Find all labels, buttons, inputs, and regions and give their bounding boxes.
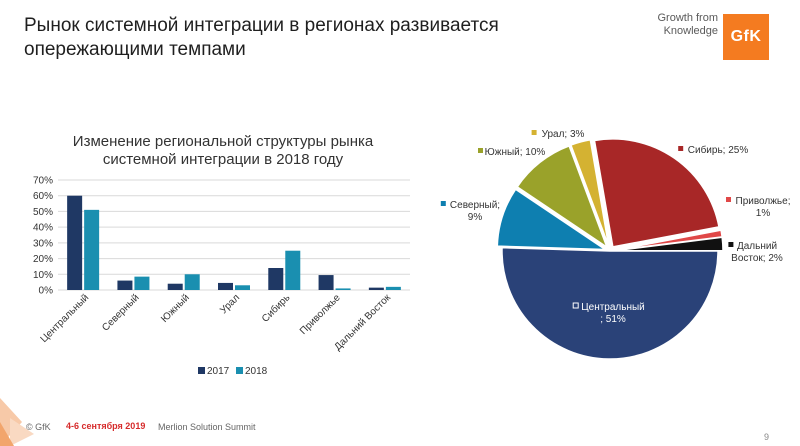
x-tick-label: Урал bbox=[218, 292, 242, 316]
y-tick-label: 60% bbox=[33, 191, 53, 202]
footer-event: Merlion Solution Summit bbox=[158, 422, 256, 432]
pie-label: Сибирь; 25% bbox=[688, 144, 749, 156]
pie-label-line: Центральный bbox=[581, 302, 645, 313]
pie-label: Южный; 10% bbox=[485, 147, 546, 158]
pie-label-group: Центральный; 51% bbox=[572, 302, 645, 325]
footer-date: 4-6 сентября 2019 bbox=[66, 421, 146, 431]
pie-label-group: Южный; 10% bbox=[478, 147, 545, 158]
page-number: 9 bbox=[764, 432, 770, 442]
x-tick-label: Приволжье bbox=[298, 292, 343, 337]
corner-decoration bbox=[0, 398, 34, 446]
bar-2017 bbox=[368, 287, 384, 290]
pie-legend-marker-Сибирь bbox=[678, 146, 684, 151]
x-tick-label: Южный bbox=[159, 292, 192, 325]
pie-label-line: Приволжье; bbox=[736, 196, 790, 207]
pie-label-group: Северный; 9% bbox=[440, 200, 500, 223]
x-tick-label: Центральный bbox=[39, 292, 92, 345]
bar-2018 bbox=[84, 209, 100, 290]
bar-2018 bbox=[335, 288, 351, 290]
slide-title: Рынок системной интеграции в регионах ра… bbox=[24, 15, 499, 60]
footer-copyright: © GfK bbox=[26, 422, 51, 432]
bar-chart-title-line-1: Изменение региональной структуры рынка bbox=[73, 133, 374, 150]
pie-label: Дальний Восток; 2% bbox=[731, 241, 783, 264]
pie-legend-marker-Урал bbox=[531, 130, 537, 135]
bar-chart-title-line-2: системной интеграции в 2018 году bbox=[103, 151, 344, 168]
bar-2018 bbox=[285, 250, 301, 290]
pie-label-line: 1% bbox=[756, 208, 771, 219]
bar-2017 bbox=[67, 195, 83, 290]
pie-legend-marker-Южный bbox=[478, 148, 483, 153]
bar-2017 bbox=[117, 280, 133, 290]
pie-label-line: ; 51% bbox=[600, 314, 626, 325]
pie-label: Северный; 9% bbox=[450, 200, 500, 223]
pie-label-group: Дальний Восток; 2% bbox=[728, 241, 783, 264]
legend-label-2017: 2017 bbox=[207, 366, 230, 377]
pie-legend-marker-Северный bbox=[440, 201, 446, 206]
brand-tagline: Growth from Knowledge bbox=[657, 12, 718, 37]
bar-2018 bbox=[385, 286, 401, 290]
pie-label: Урал; 3% bbox=[542, 129, 585, 140]
pie-label-line: 9% bbox=[468, 212, 483, 223]
pie-label-group: Приволжье; 1% bbox=[726, 196, 790, 219]
legend-swatch-2017 bbox=[198, 367, 205, 374]
y-tick-label: 10% bbox=[33, 270, 53, 281]
pie-chart: Центральный; 51% Северный; 9% Южный; 10% Ура… bbox=[440, 129, 790, 360]
y-tick-label: 40% bbox=[33, 223, 53, 234]
pie-label-line: Дальний bbox=[737, 241, 777, 252]
y-tick-label: 20% bbox=[33, 254, 53, 265]
bar-2017 bbox=[268, 268, 284, 290]
bar-2018 bbox=[235, 285, 250, 290]
pie-slice-Дальний Восток bbox=[614, 236, 724, 252]
x-tick-label: Северный bbox=[100, 292, 141, 333]
bar-2018 bbox=[184, 274, 200, 290]
y-tick-label: 0% bbox=[39, 286, 54, 297]
pie-slice-Сибирь bbox=[593, 138, 720, 248]
bar-2018 bbox=[134, 276, 150, 290]
legend-swatch-2018 bbox=[236, 367, 243, 374]
legend-label-2018: 2018 bbox=[245, 366, 268, 377]
bar-2017 bbox=[218, 282, 233, 290]
y-tick-label: 70% bbox=[33, 176, 53, 187]
pie-legend-marker-Приволжье bbox=[726, 197, 731, 202]
pie-label-group: Сибирь; 25% bbox=[678, 144, 748, 156]
pie-slice-Центральный bbox=[501, 246, 719, 360]
y-tick-label: 50% bbox=[33, 207, 53, 218]
pie-label: Приволжье; 1% bbox=[736, 196, 790, 219]
bar-2017 bbox=[318, 275, 334, 290]
pie-label-line: Восток; 2% bbox=[731, 253, 783, 264]
pie-slice-Урал bbox=[569, 138, 610, 247]
x-tick-label: Сибирь bbox=[259, 292, 292, 325]
pie-legend-marker-Дальний Восток bbox=[728, 242, 734, 247]
gfk-logo: GfK bbox=[723, 14, 769, 60]
pie-slice-Южный bbox=[516, 144, 609, 249]
bar-chart: Изменение региональной структуры рынкаси… bbox=[33, 133, 410, 377]
pie-label-line: Северный; bbox=[450, 200, 500, 211]
y-tick-label: 30% bbox=[33, 238, 53, 249]
pie-label-group: Урал; 3% bbox=[531, 129, 585, 140]
bar-2017 bbox=[167, 283, 183, 290]
pie-slice-Северный bbox=[496, 188, 608, 251]
pie-legend-marker-Центральный bbox=[572, 302, 579, 309]
pie-label: Центральный; 51% bbox=[581, 302, 645, 325]
